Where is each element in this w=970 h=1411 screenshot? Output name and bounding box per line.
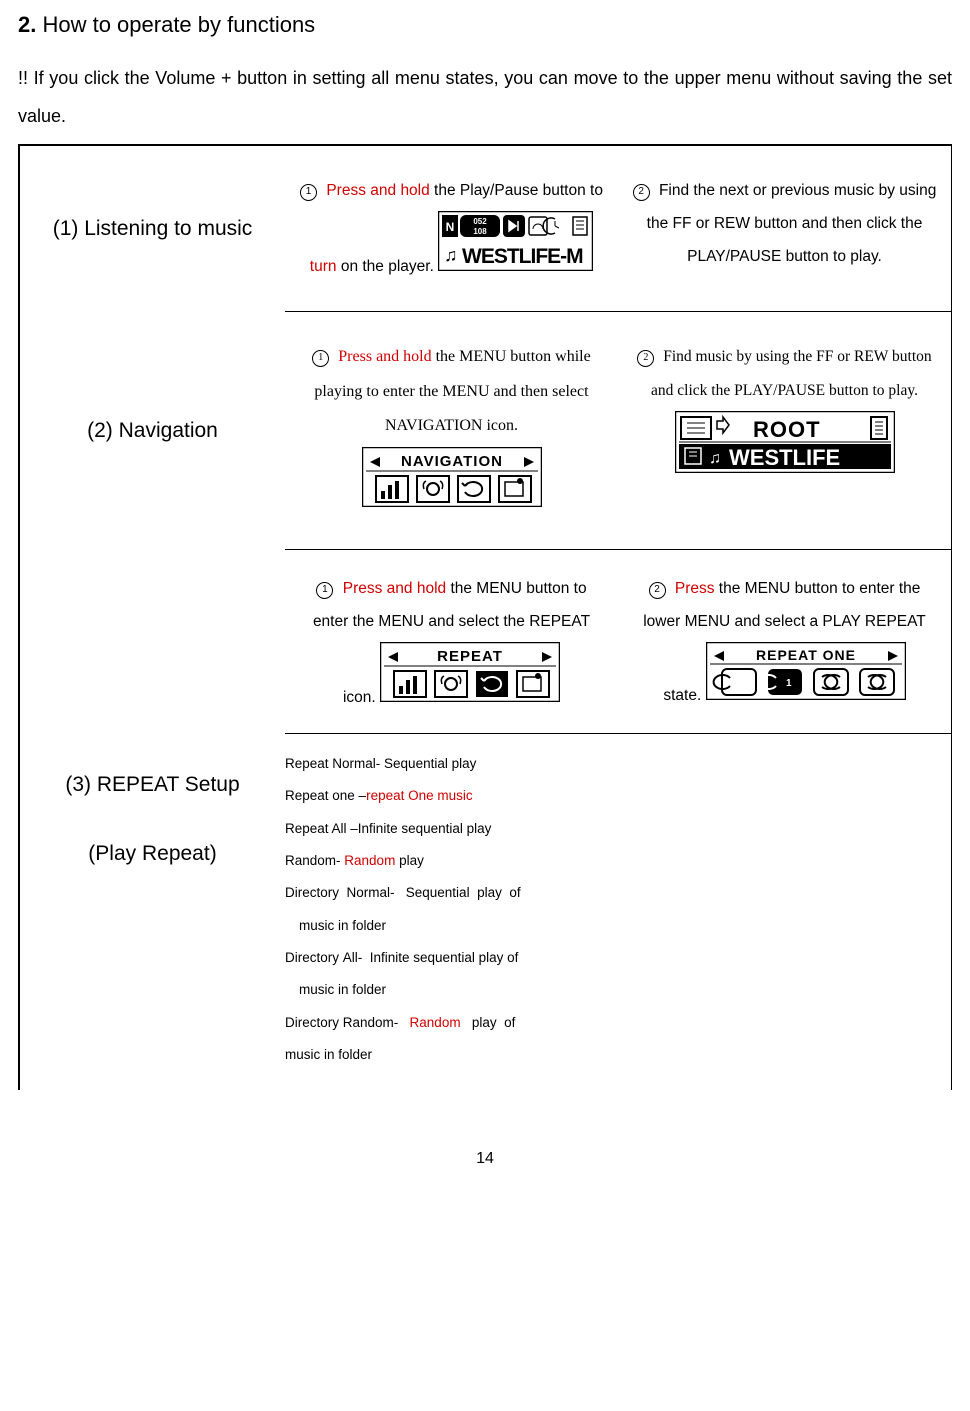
modes-list: Repeat Normal- Sequential play Repeat on… — [285, 734, 610, 1090]
step-text: the Play/Pause button to — [430, 182, 603, 199]
svg-text:WESTLIFE: WESTLIFE — [729, 445, 840, 470]
step-cell: 1 Press and hold the MENU button to ente… — [285, 550, 618, 733]
lcd-repeat-icon: REPEAT — [380, 642, 560, 702]
list-item: Directory Normal- Sequential play of — [285, 877, 602, 909]
step-number-icon: 1 — [300, 184, 317, 201]
svg-text:REPEAT ONE: REPEAT ONE — [756, 647, 856, 663]
step-number-icon: 2 — [637, 350, 654, 367]
svg-text:1: 1 — [786, 678, 792, 689]
step-text: on the player. — [337, 258, 434, 275]
step-red: Press and hold — [326, 182, 429, 199]
step-cell: 1 Press and hold the MENU button while p… — [285, 312, 618, 549]
step-cell: 1 Press and hold the Play/Pause button t… — [285, 146, 618, 312]
operations-table: (1) Listening to music 1 Press and hold … — [18, 144, 952, 1090]
section-title: 2. How to operate by functions — [18, 12, 952, 38]
row-label-line: (Play Repeat) — [65, 830, 239, 878]
note-text: !! If you click the Volume + button in s… — [18, 60, 952, 136]
row-label-line: (3) REPEAT Setup — [65, 761, 239, 809]
step-cell: 2 Press the MENU button to enter the low… — [618, 550, 951, 733]
list-item: music in folder — [285, 974, 602, 1006]
table-row: (3) REPEAT Setup (Play Repeat) 1 Press a… — [20, 550, 951, 1090]
step-cell: 2 Find music by using the FF or REW butt… — [618, 312, 951, 549]
svg-text:ROOT: ROOT — [753, 417, 821, 442]
row-label-text: (1) Listening to music — [53, 217, 253, 241]
row-label: (2) Navigation — [20, 312, 285, 550]
step-red: Press — [675, 580, 715, 597]
page-number: 14 — [18, 1150, 952, 1168]
step-text: Find the next or previous music by using… — [647, 182, 937, 266]
list-item: Repeat All –Infinite sequential play — [285, 813, 602, 845]
lcd-navigation-icon: NAVIGATION — [362, 447, 542, 507]
table-row: (2) Navigation 1 Press and hold the MENU… — [20, 312, 951, 550]
list-item: Directory Random- Random play of — [285, 1007, 602, 1039]
svg-text:052: 052 — [474, 217, 488, 226]
step-number-icon: 2 — [649, 582, 666, 599]
title-rest: How to operate by functions — [36, 12, 315, 37]
step-red: Press and hold — [343, 580, 446, 597]
svg-text:♫: ♫ — [709, 450, 721, 467]
table-row: (1) Listening to music 1 Press and hold … — [20, 146, 951, 313]
step-number-icon: 1 — [316, 582, 333, 599]
lcd-root-icon: ROOT ♫ WESTLIFE — [675, 411, 895, 473]
svg-text:NAVIGATION: NAVIGATION — [401, 453, 503, 470]
list-item: music in folder — [285, 1039, 602, 1071]
step-text: Find music by using the FF or REW button… — [651, 348, 932, 398]
title-prefix: 2. — [18, 12, 36, 37]
svg-text:♫: ♫ — [444, 245, 458, 265]
row-label: (3) REPEAT Setup (Play Repeat) — [20, 550, 285, 1090]
row-content: 1 Press and hold the Play/Pause button t… — [285, 146, 951, 313]
svg-text:108: 108 — [474, 227, 488, 236]
step-number-icon: 2 — [633, 184, 650, 201]
list-item: Repeat Normal- Sequential play — [285, 748, 602, 780]
step-number-icon: 1 — [312, 350, 329, 367]
list-item: music in folder — [285, 910, 602, 942]
svg-text:N: N — [446, 220, 455, 234]
row-content: 1 Press and hold the MENU button while p… — [285, 312, 951, 550]
row-content: 1 Press and hold the MENU button to ente… — [285, 550, 951, 1090]
row-label-text: (2) Navigation — [87, 419, 218, 443]
list-item: Random- Random play — [285, 845, 602, 877]
list-item: Repeat one –repeat One music — [285, 780, 602, 812]
svg-text:REPEAT: REPEAT — [437, 648, 503, 665]
list-item: Directory All- Infinite sequential play … — [285, 942, 602, 974]
row-label: (1) Listening to music — [20, 146, 285, 313]
step-red: Press and hold — [338, 348, 431, 365]
step-red: turn — [310, 258, 337, 275]
lcd-westlife-icon: N 052 108 — [438, 211, 593, 271]
empty-cell — [610, 734, 951, 1090]
lcd-repeat-one-icon: REPEAT ONE 1 — [706, 642, 906, 700]
row-label-text: (3) REPEAT Setup (Play Repeat) — [65, 761, 239, 878]
svg-text:WESTLIFE-M: WESTLIFE-M — [462, 245, 583, 268]
step-cell: 2 Find the next or previous music by usi… — [618, 146, 951, 312]
